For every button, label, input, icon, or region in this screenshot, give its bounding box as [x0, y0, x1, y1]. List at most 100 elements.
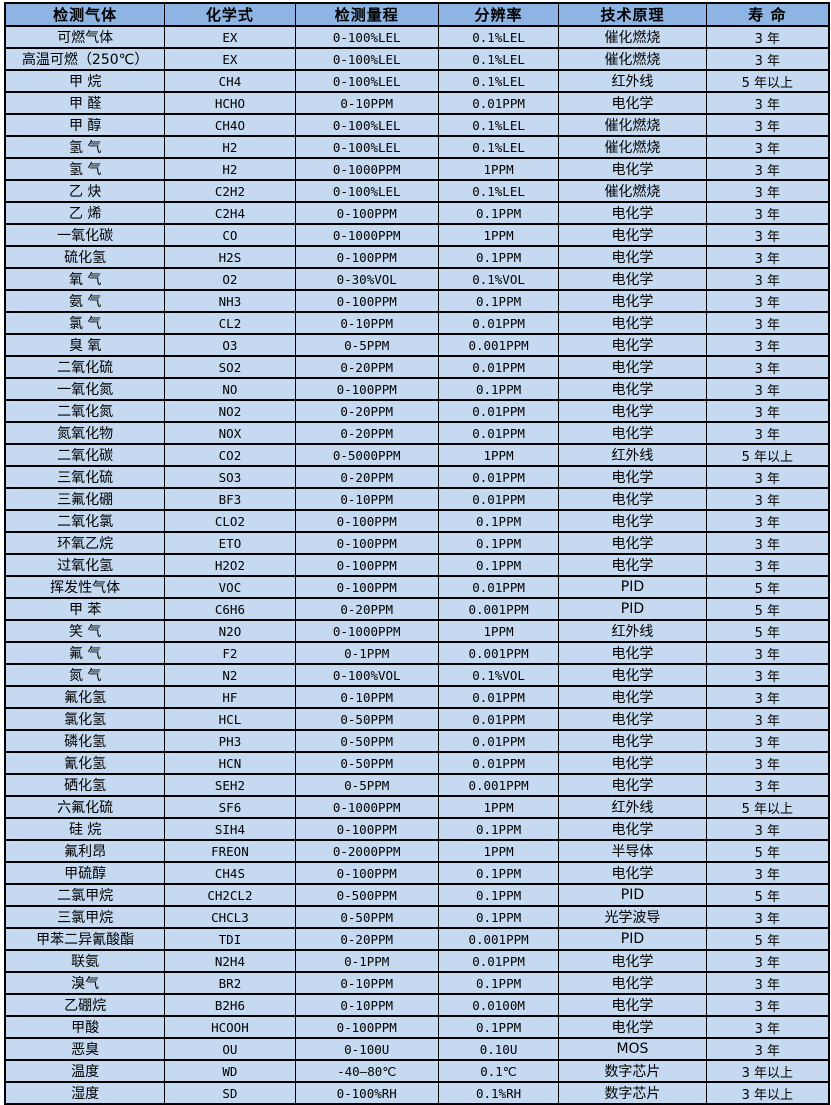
lifespan-cell: 3 年 — [705, 663, 830, 687]
gas-name-cell: 甲硫醇 — [4, 861, 166, 885]
resolution-cell: 0.1PPM — [437, 905, 560, 929]
lifespan-cell: 3 年 — [705, 817, 830, 841]
table-row: 臭 氧 O3 0-5PPM 0.001PPM 电化学 3 年 — [4, 333, 830, 357]
lifespan-cell: 3 年 — [705, 179, 830, 203]
resolution-cell: 0.1%LEL — [437, 179, 560, 203]
table-row: 二氧化硫 SO2 0-20PPM 0.01PPM 电化学 3 年 — [4, 355, 830, 379]
resolution-cell: 0.1PPM — [437, 289, 560, 313]
range-cell: 0-5000PPM — [294, 443, 439, 467]
formula-cell: CH4S — [164, 861, 296, 885]
table-row: 六氟化硫 SF6 0-1000PPM 1PPM 红外线 5 年以上 — [4, 795, 830, 819]
header-cell-lifespan-cell: 寿 命 — [705, 2, 830, 27]
range-cell: 0-50PPM — [294, 729, 439, 753]
range-cell: 0-100PPM — [294, 1015, 439, 1039]
formula-cell: H2S — [164, 245, 296, 269]
resolution-cell: 0.1PPM — [437, 553, 560, 577]
resolution-cell: 0.1%LEL — [437, 69, 560, 93]
range-cell: 0-10PPM — [294, 487, 439, 511]
gas-name-cell: 恶臭 — [4, 1037, 166, 1061]
table-row: 硒化氢 SEH2 0-5PPM 0.001PPM 电化学 3 年 — [4, 773, 830, 797]
lifespan-cell: 3 年 — [705, 311, 830, 335]
resolution-cell: 0.1PPM — [437, 861, 560, 885]
lifespan-cell: 5 年 — [705, 839, 830, 863]
range-cell: 0-10PPM — [294, 311, 439, 335]
lifespan-cell: 3 年 — [705, 267, 830, 291]
resolution-cell: 0.01PPM — [437, 311, 560, 335]
principle-cell: 电化学 — [558, 267, 707, 291]
formula-cell: H2 — [164, 157, 296, 181]
range-cell: 0-100%LEL — [294, 113, 439, 137]
formula-cell: SO3 — [164, 465, 296, 489]
range-cell: 0-100%LEL — [294, 179, 439, 203]
formula-cell: CH2CL2 — [164, 883, 296, 907]
formula-cell: PH3 — [164, 729, 296, 753]
formula-cell: CH4 — [164, 69, 296, 93]
lifespan-cell: 3 年 — [705, 223, 830, 247]
resolution-cell: 0.1PPM — [437, 817, 560, 841]
range-cell: 0-30%VOL — [294, 267, 439, 291]
range-cell: 0-100PPM — [294, 575, 439, 599]
table-row: 氧 气 O2 0-30%VOL 0.1%VOL 电化学 3 年 — [4, 267, 830, 291]
gas-name-cell: 联氨 — [4, 949, 166, 973]
range-cell: 0-100PPM — [294, 553, 439, 577]
principle-cell: 催化燃烧 — [558, 47, 707, 71]
range-cell: 0-100PPM — [294, 201, 439, 225]
gas-name-cell: 甲 醇 — [4, 113, 166, 137]
lifespan-cell: 3 年 — [705, 487, 830, 511]
table-row: 三氧化硫 SO3 0-20PPM 0.01PPM 电化学 3 年 — [4, 465, 830, 489]
lifespan-cell: 3 年 — [705, 861, 830, 885]
gas-name-cell: 氯化氢 — [4, 707, 166, 731]
principle-cell: 电化学 — [558, 707, 707, 731]
table-row: 乙 烯 C2H4 0-100PPM 0.1PPM 电化学 3 年 — [4, 201, 830, 225]
range-cell: 0-20PPM — [294, 597, 439, 621]
resolution-cell: 0.001PPM — [437, 333, 560, 357]
table-row: 磷化氢 PH3 0-50PPM 0.01PPM 电化学 3 年 — [4, 729, 830, 753]
resolution-cell: 1PPM — [437, 157, 560, 181]
table-row: 恶臭 OU 0-100U 0.10U MOS 3 年 — [4, 1037, 830, 1061]
range-cell: -40—80℃ — [294, 1059, 439, 1083]
principle-cell: MOS — [558, 1037, 707, 1061]
principle-cell: 催化燃烧 — [558, 135, 707, 159]
range-cell: 0-1000PPM — [294, 619, 439, 643]
formula-cell: H2 — [164, 135, 296, 159]
gas-name-cell: 乙 炔 — [4, 179, 166, 203]
lifespan-cell: 3 年 — [705, 377, 830, 401]
resolution-cell: 0.1℃ — [437, 1059, 560, 1083]
lifespan-cell: 3 年以上 — [705, 1059, 830, 1083]
gas-name-cell: 过氧化氢 — [4, 553, 166, 577]
lifespan-cell: 3 年 — [705, 355, 830, 379]
gas-name-cell: 二氧化氯 — [4, 509, 166, 533]
table-body: 可燃气体 EX 0-100%LEL 0.1%LEL 催化燃烧 3 年高温可燃（250℃） E… — [4, 25, 830, 1105]
resolution-cell: 0.1%VOL — [437, 267, 560, 291]
header-row: 检测气体 化学式 检测量程 分辨率 技术原理寿 命 — [4, 2, 830, 27]
formula-cell: OU — [164, 1037, 296, 1061]
table-row: 乙 炔 C2H2 0-100%LEL 0.1%LEL 催化燃烧 3 年 — [4, 179, 830, 203]
formula-cell: BR2 — [164, 971, 296, 995]
resolution-cell: 0.01PPM — [437, 399, 560, 423]
range-cell: 0-100%LEL — [294, 135, 439, 159]
range-cell: 0-100PPM — [294, 289, 439, 313]
table-row: 二氧化氮 NO2 0-20PPM 0.01PPM 电化学 3 年 — [4, 399, 830, 423]
principle-cell: 催化燃烧 — [558, 179, 707, 203]
formula-cell: FREON — [164, 839, 296, 863]
principle-cell: 电化学 — [558, 971, 707, 995]
range-cell: 0-20PPM — [294, 399, 439, 423]
gas-name-cell: 三氯甲烷 — [4, 905, 166, 929]
table-row: 氢 气 H2 0-1000PPM 1PPM 电化学 3 年 — [4, 157, 830, 181]
gas-name-cell: 一氧化氮 — [4, 377, 166, 401]
principle-cell: PID — [558, 883, 707, 907]
formula-cell: EX — [164, 25, 296, 49]
lifespan-cell: 3 年 — [705, 289, 830, 313]
header-cell-formula-cell: 化学式 — [164, 2, 296, 27]
formula-cell: C2H4 — [164, 201, 296, 225]
formula-cell: CO — [164, 223, 296, 247]
gas-name-cell: 氧 气 — [4, 267, 166, 291]
table-row: 联氨 N2H4 0-1PPM 0.01PPM 电化学 3 年 — [4, 949, 830, 973]
resolution-cell: 0.1%VOL — [437, 663, 560, 687]
principle-cell: 电化学 — [558, 817, 707, 841]
table-row: 氯化氢 HCL 0-50PPM 0.01PPM 电化学 3 年 — [4, 707, 830, 731]
resolution-cell: 0.01PPM — [437, 949, 560, 973]
principle-cell: 催化燃烧 — [558, 25, 707, 49]
gas-name-cell: 甲 苯 — [4, 597, 166, 621]
formula-cell: HCOOH — [164, 1015, 296, 1039]
